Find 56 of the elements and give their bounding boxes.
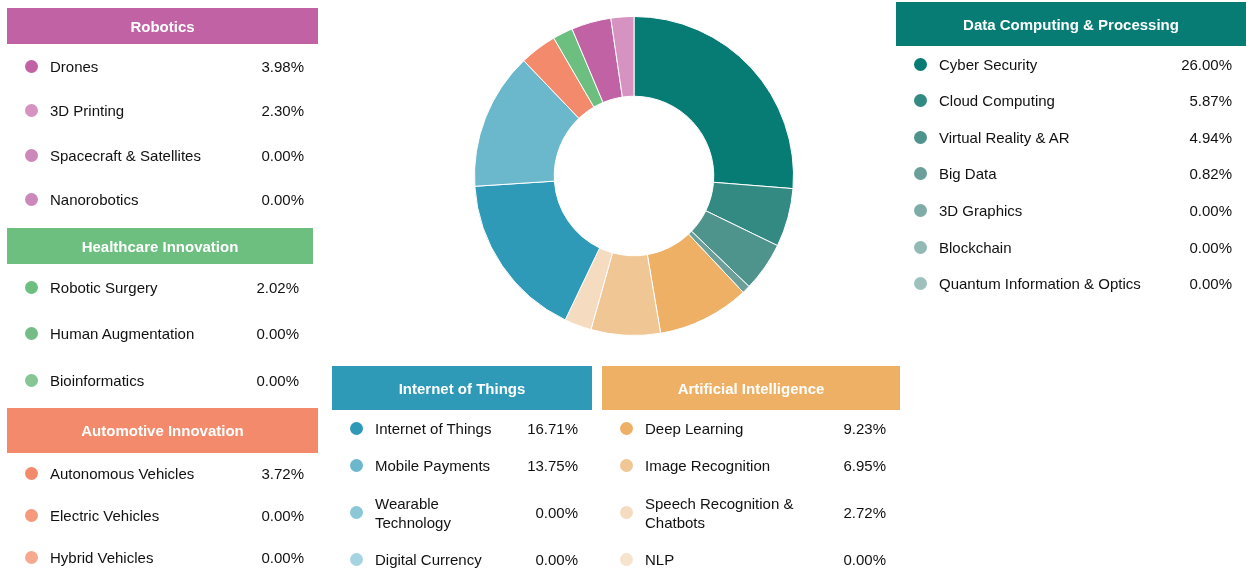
data-label: 5.87% [1188,92,1233,110]
text: 0.00% [535,504,578,522]
legend-label: Autonomous Vehicles [49,464,196,484]
data-label: 2.30% [260,102,305,120]
text: 0.00% [256,372,299,390]
legend-label: 3D Printing [49,101,126,121]
legend-label: Big Data [938,164,998,184]
text: 0.00% [1189,275,1232,293]
legend-label: Hybrid Vehicles [49,547,155,567]
legend-label: Quantum Information & Optics [938,274,1142,294]
data-label: 13.75% [526,457,579,475]
legend-label: Cyber Security [938,54,1039,74]
text: 0.00% [1189,202,1232,220]
text: Data Computing & Processing [896,2,1246,46]
legend-label: Image Recognition [644,456,772,476]
text: 0.00% [261,506,304,524]
text: 0.00% [843,550,886,568]
legend-label: Wearable Technology [374,493,452,532]
data-label: 6.95% [842,457,887,475]
text: Robotics [7,8,318,44]
legend-label: Speech Recognition & Chatbots [644,493,795,532]
legend-label: Human Augmentation [49,324,196,344]
legend-label: Internet of Things [374,419,493,439]
text: 0.00% [535,550,578,568]
data-label: 26.00% [1180,55,1233,73]
legend-label: Virtual Reality & AR [938,127,1071,147]
text: 0.00% [261,191,304,209]
legend-label: Electric Vehicles [49,506,161,525]
data-label: 0.82% [1188,165,1233,183]
legend-label: Nanorobotics [49,190,140,210]
data-label: 4.94% [1188,128,1233,146]
legend-label: Deep Learning [644,419,745,439]
legend-label: Spacecraft & Satellites [49,145,202,165]
legend-label: 3D Graphics [938,201,1024,221]
legend-label: Mobile Payments [374,456,492,476]
data-label: 3.72% [260,465,305,483]
data-label: 3.98% [260,57,305,75]
text: 0.00% [261,548,304,566]
legend-label: Digital Currency [374,549,483,569]
legend-label: NLP [644,549,676,569]
text: Automotive Innovation [7,408,318,453]
text: Healthcare Innovation [7,228,313,264]
text: 0.00% [1189,238,1232,256]
legend-label: Blockchain [938,237,1013,257]
legend-label: Bioinformatics [49,371,146,391]
text: 0.00% [256,325,299,343]
data-label: 2.02% [255,278,300,296]
text: 0.00% [261,146,304,164]
data-label: 16.71% [526,420,579,438]
data-label: 2.72% [842,504,887,522]
text: Artificial Intelligence [602,366,900,410]
data-label: 9.23% [842,420,887,438]
legend-label: Cloud Computing [938,91,1056,111]
text: Internet of Things [332,366,592,410]
legend-label: Robotic Surgery [49,277,159,297]
legend-label: Drones [49,56,100,76]
